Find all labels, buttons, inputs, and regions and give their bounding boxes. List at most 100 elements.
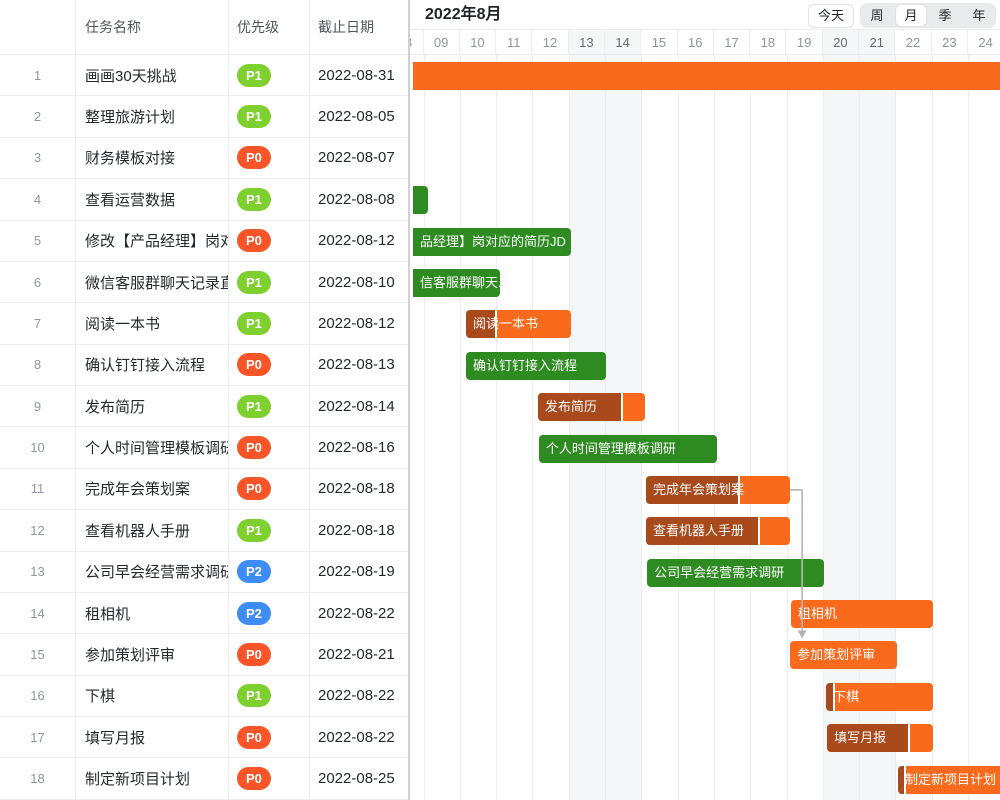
table-row[interactable]: 11 完成年会策划案 P0 2022-08-18 <box>0 468 408 511</box>
table-row[interactable]: 15 参加策划评审 P0 2022-08-21 <box>0 634 408 676</box>
due-date: 2022-08-22 <box>318 604 395 622</box>
date-cell-23: 23 <box>932 30 968 54</box>
priority-cell: P0 <box>229 758 310 799</box>
priority-cell: P0 <box>229 717 310 758</box>
gantt-bar[interactable] <box>413 186 428 215</box>
table-row[interactable]: 7 阅读一本书 P1 2022-08-12 <box>0 303 408 345</box>
gantt-bar[interactable] <box>413 62 1000 90</box>
row-number: 7 <box>0 303 76 344</box>
task-name[interactable]: 确认钉钉接入流程 <box>76 344 229 385</box>
bar-progress-segment <box>827 724 910 753</box>
priority-badge: P1 <box>237 684 271 708</box>
column-header-name: 任务名称 <box>76 0 229 54</box>
gantt-bar[interactable]: 信客服群聊天... <box>413 268 500 297</box>
priority-badge: P0 <box>237 767 271 791</box>
priority-badge: P1 <box>237 187 271 211</box>
view-mode-月[interactable]: 月 <box>896 5 926 26</box>
task-name[interactable]: 下棋 <box>76 675 229 716</box>
bar-progress-segment <box>646 475 741 504</box>
view-mode-年[interactable]: 年 <box>972 8 986 23</box>
column-header-due: 截止日期 <box>318 19 374 35</box>
gantt-bar[interactable]: 阅读一本书 <box>465 310 571 339</box>
grid-line <box>859 55 861 800</box>
row-number: 10 <box>0 427 76 468</box>
table-row[interactable]: 2 整理旅游计划 P1 2022-08-05 <box>0 96 408 138</box>
task-table-header: 任务名称 优先级 截止日期 <box>0 0 408 55</box>
gantt-bar[interactable]: 发布简历 <box>537 393 645 422</box>
gantt-bar[interactable]: 租相机 <box>790 600 934 629</box>
view-mode-季[interactable]: 季 <box>938 8 952 23</box>
view-mode-周[interactable]: 周 <box>870 8 884 23</box>
table-row[interactable]: 10 个人时间管理模板调研 P0 2022-08-16 <box>0 427 408 469</box>
weekend-band <box>822 55 860 800</box>
table-row[interactable]: 6 微信客服群聊天记录直 P1 2022-08-10 <box>0 261 408 304</box>
priority-badge: P1 <box>237 63 271 87</box>
table-row[interactable]: 16 下棋 P1 2022-08-22 <box>0 675 408 717</box>
date-cell-19: 19 <box>787 30 823 54</box>
task-name[interactable]: 阅读一本书 <box>76 303 229 344</box>
date-cell-09: 09 <box>424 30 460 54</box>
task-name[interactable]: 整理旅游计划 <box>76 96 229 137</box>
task-name[interactable]: 财务模板对接 <box>76 137 229 179</box>
task-name[interactable]: 填写月报 <box>76 717 229 758</box>
bar-label: 参加策划评审 <box>797 647 876 663</box>
gantt-bar[interactable]: 确认钉钉接入流程 <box>465 351 607 380</box>
today-button[interactable]: 今天 <box>808 4 854 28</box>
grid-line <box>641 55 643 800</box>
table-chart-divider[interactable] <box>408 0 410 800</box>
task-name[interactable]: 微信客服群聊天记录直 <box>76 261 229 303</box>
grid-line <box>459 55 461 800</box>
column-header-priority: 优先级 <box>229 0 310 54</box>
gantt-bar[interactable]: 参加策划评审 <box>790 641 897 670</box>
gantt-bar[interactable]: 完成年会策划案 <box>646 475 791 504</box>
task-name[interactable]: 制定新项目计划 <box>76 758 229 799</box>
priority-badge: P0 <box>237 229 271 253</box>
task-name[interactable]: 查看运营数据 <box>76 179 229 220</box>
task-name[interactable]: 参加策划评审 <box>76 634 229 675</box>
task-name[interactable]: 租相机 <box>76 592 229 634</box>
row-number: 4 <box>0 179 76 220</box>
gantt-bar[interactable]: 查看机器人手册 <box>646 517 791 546</box>
priority-badge: P0 <box>237 642 271 666</box>
table-row[interactable]: 17 填写月报 P0 2022-08-22 <box>0 717 408 759</box>
gantt-bar[interactable]: 填写月报 <box>827 724 934 753</box>
task-name[interactable]: 完成年会策划案 <box>76 468 229 510</box>
table-row[interactable]: 14 租相机 P2 2022-08-22 <box>0 592 408 635</box>
task-name[interactable]: 画画30天挑战 <box>76 55 229 96</box>
table-row[interactable]: 12 查看机器人手册 P1 2022-08-18 <box>0 510 408 552</box>
table-row[interactable]: 9 发布简历 P1 2022-08-14 <box>0 386 408 428</box>
column-header-index <box>0 0 76 54</box>
date-cell-21: 21 <box>859 30 896 54</box>
gantt-bar[interactable]: 制定新项目计划 <box>897 765 1000 794</box>
table-row[interactable]: 8 确认钉钉接入流程 P0 2022-08-13 <box>0 344 408 386</box>
row-number: 11 <box>0 468 76 510</box>
task-name[interactable]: 个人时间管理模板调研 <box>76 427 229 468</box>
table-row[interactable]: 18 制定新项目计划 P0 2022-08-25 <box>0 758 408 800</box>
due-date: 2022-08-21 <box>318 645 395 663</box>
table-row[interactable]: 3 财务模板对接 P0 2022-08-07 <box>0 137 408 180</box>
table-row[interactable]: 4 查看运营数据 P1 2022-08-08 <box>0 179 408 221</box>
task-name[interactable]: 修改【产品经理】岗对 <box>76 220 229 261</box>
task-name[interactable]: 公司早会经营需求调研 <box>76 551 229 592</box>
task-name[interactable]: 发布简历 <box>76 386 229 427</box>
gantt-bar[interactable]: 公司早会经营需求调研 <box>647 558 824 587</box>
bar-label: 租相机 <box>797 606 837 622</box>
gantt-panel: 2022年8月 今天 周月季 年 080910111213141516171819… <box>410 0 1000 800</box>
table-row[interactable]: 5 修改【产品经理】岗对 P0 2022-08-12 <box>0 220 408 262</box>
grid-line <box>568 55 570 800</box>
table-row[interactable]: 1 画画30天挑战 P1 2022-08-31 <box>0 55 408 97</box>
task-name[interactable]: 查看机器人手册 <box>76 510 229 551</box>
gantt-bar[interactable]: 下棋 <box>826 682 934 711</box>
weekend-band <box>568 55 605 800</box>
row-number: 2 <box>0 96 76 137</box>
date-cell-16: 16 <box>678 30 714 54</box>
gantt-bar[interactable]: 个人时间管理模板调研 <box>538 434 717 463</box>
priority-cell: P0 <box>229 634 310 675</box>
grid-line <box>786 55 788 800</box>
gantt-bar[interactable]: 品经理】岗对应的简历JD <box>413 227 571 256</box>
bar-progress-segment <box>537 393 624 422</box>
row-number: 3 <box>0 137 76 179</box>
table-row[interactable]: 13 公司早会经营需求调研 P2 2022-08-19 <box>0 551 408 593</box>
date-cell-20: 20 <box>822 30 860 54</box>
